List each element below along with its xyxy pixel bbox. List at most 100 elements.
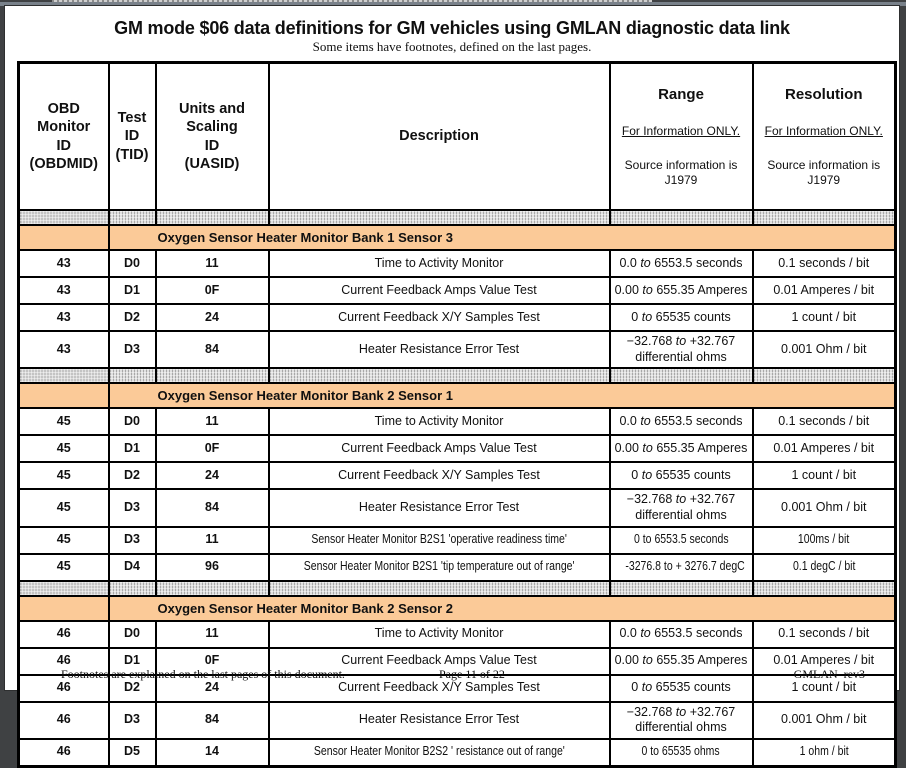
separator-cell bbox=[751, 209, 897, 227]
cell-uasid: 0F bbox=[154, 276, 270, 306]
cell-uasid: 84 bbox=[154, 330, 270, 370]
cell-resolution: 0.01 Amperes / bit bbox=[751, 646, 897, 676]
cell-obdmid: 46 bbox=[17, 700, 110, 740]
cell-description: Sensor Heater Monitor B2S1 'operative re… bbox=[267, 525, 611, 555]
cell-resolution: 0.01 Amperes / bit bbox=[751, 276, 897, 306]
table-row: 43 D0 11 Time to Activity Monitor 0.0 to 655… bbox=[17, 249, 897, 279]
cell-resolution: 0.1 seconds / bit bbox=[751, 407, 897, 437]
table-row: 46 D1 0F Current Feedback Amps Value Test 0.… bbox=[17, 646, 897, 676]
cell-description: Sensor Heater Monitor B2S1 'tip temperat… bbox=[267, 552, 611, 582]
section-header-spacer-cell bbox=[17, 594, 110, 622]
cell-resolution: 0.1 seconds / bit bbox=[751, 619, 897, 649]
separator-cell bbox=[17, 579, 110, 597]
cell-tid: D1 bbox=[107, 434, 157, 464]
separator-cell bbox=[154, 367, 270, 385]
cell-range: 0.0 to 6553.5 seconds bbox=[608, 407, 754, 437]
cell-obdmid: 43 bbox=[17, 249, 110, 279]
cell-range: 0.00 to 655.35 Amperes bbox=[608, 646, 754, 676]
cell-description: Current Feedback Amps Value Test bbox=[267, 646, 611, 676]
col-header-note: For Information ONLY. bbox=[621, 124, 741, 138]
cell-obdmid: 45 bbox=[17, 525, 110, 555]
cell-uasid: 84 bbox=[154, 488, 270, 528]
cell-description: Time to Activity Monitor bbox=[267, 407, 611, 437]
cell-resolution: 0.001 Ohm / bit bbox=[751, 700, 897, 740]
separator-cell bbox=[751, 579, 897, 597]
cell-uasid: 24 bbox=[154, 673, 270, 703]
cell-description: Current Feedback X/Y Samples Test bbox=[267, 303, 611, 333]
separator-cell bbox=[267, 579, 611, 597]
footnote-reference: Footnotes are explained on the last page… bbox=[61, 667, 345, 681]
cell-obdmid: 45 bbox=[17, 488, 110, 528]
separator-row bbox=[17, 209, 897, 227]
separator-cell bbox=[608, 209, 754, 227]
table-row: 45 D2 24 Current Feedback X/Y Samples Test 0… bbox=[17, 461, 897, 491]
col-header-uasid: Units and Scaling ID (UASID) bbox=[154, 61, 270, 212]
section-title: Oxygen Sensor Heater Monitor Bank 1 Sens… bbox=[157, 230, 453, 246]
cell-obdmid: 45 bbox=[17, 434, 110, 464]
cell-range: 0.0 to 6553.5 seconds bbox=[608, 619, 754, 649]
section-header-spacer-cell bbox=[17, 382, 110, 410]
separator-row bbox=[17, 579, 897, 597]
page-separator-line bbox=[0, 2, 906, 6]
cell-tid: D3 bbox=[107, 525, 157, 555]
table-row: 45 D0 11 Time to Activity Monitor 0.0 to 655… bbox=[17, 407, 897, 437]
cell-obdmid: 46 bbox=[17, 737, 110, 768]
cell-resolution: 100ms / bit bbox=[751, 525, 897, 555]
separator-cell bbox=[154, 579, 270, 597]
cell-uasid: 84 bbox=[154, 700, 270, 740]
section-header-cell: Oxygen Sensor Heater Monitor Bank 2 Sens… bbox=[107, 382, 897, 410]
col-header-source: Source information is J1979 bbox=[767, 158, 881, 187]
col-header-description: Description bbox=[267, 61, 611, 212]
page-subtitle: Some items have footnotes, defined on th… bbox=[312, 39, 592, 54]
data-definitions-table: OBD Monitor ID (OBDMID) Test ID (TID) Un… bbox=[17, 61, 897, 768]
separator-cell bbox=[267, 367, 611, 385]
table-row: 45 D4 96 Sensor Heater Monitor B2S1 'tip te… bbox=[17, 552, 897, 582]
cell-tid: D0 bbox=[107, 249, 157, 279]
separator-cell bbox=[107, 579, 157, 597]
cell-obdmid: 46 bbox=[17, 619, 110, 649]
cell-range: 0.0 to 6553.5 seconds bbox=[608, 249, 754, 279]
cell-tid: D3 bbox=[107, 330, 157, 370]
table-row: 46 D0 11 Time to Activity Monitor 0.0 to 655… bbox=[17, 619, 897, 649]
cell-range: −32.768 to +32.767 differential ohms bbox=[608, 700, 754, 740]
cell-description: Sensor Heater Monitor B2S2 ' resistance … bbox=[267, 737, 611, 768]
cell-description: Current Feedback Amps Value Test bbox=[267, 434, 611, 464]
cell-description: Heater Resistance Error Test bbox=[267, 700, 611, 740]
table-row: 46 D3 84 Heater Resistance Error Test −32.76… bbox=[17, 700, 897, 740]
cell-obdmid: 45 bbox=[17, 407, 110, 437]
section-header-row: Oxygen Sensor Heater Monitor Bank 2 Sens… bbox=[17, 382, 897, 410]
col-header-obdmid: OBD Monitor ID (OBDMID) bbox=[17, 61, 110, 212]
cell-tid: D2 bbox=[107, 461, 157, 491]
cell-tid: D2 bbox=[107, 303, 157, 333]
cell-uasid: 11 bbox=[154, 407, 270, 437]
section-header-cell: Oxygen Sensor Heater Monitor Bank 2 Sens… bbox=[107, 594, 897, 622]
cell-range: −32.768 to +32.767 differential ohms bbox=[608, 488, 754, 528]
cell-obdmid: 46 bbox=[17, 673, 110, 703]
cell-obdmid: 43 bbox=[17, 276, 110, 306]
table-row: 45 D3 84 Heater Resistance Error Test −32.76… bbox=[17, 488, 897, 528]
page-footer: Footnotes are explained on the last page… bbox=[5, 667, 899, 685]
cell-resolution: 1 count / bit bbox=[751, 673, 897, 703]
cell-tid: D4 bbox=[107, 552, 157, 582]
col-header-note: For Information ONLY. bbox=[764, 124, 883, 138]
cell-description: Current Feedback X/Y Samples Test bbox=[267, 461, 611, 491]
section-title: Oxygen Sensor Heater Monitor Bank 2 Sens… bbox=[157, 388, 453, 404]
col-header-label: Range bbox=[658, 86, 704, 104]
cell-tid: D3 bbox=[107, 700, 157, 740]
cell-tid: D1 bbox=[107, 646, 157, 676]
cell-resolution: 0.001 Ohm / bit bbox=[751, 330, 897, 370]
document-revision: GMLAN rev3 bbox=[793, 667, 865, 681]
cell-resolution: 1 count / bit bbox=[751, 461, 897, 491]
cell-tid: D0 bbox=[107, 407, 157, 437]
cell-resolution: 1 ohm / bit bbox=[751, 737, 897, 768]
document-page: GM mode $06 data definitions for GM vehi… bbox=[4, 5, 900, 768]
page-number: Page 11 of 22 bbox=[439, 667, 505, 681]
col-header-tid: Test ID (TID) bbox=[107, 61, 157, 212]
section-header-row: Oxygen Sensor Heater Monitor Bank 1 Sens… bbox=[17, 224, 897, 252]
cell-description: Time to Activity Monitor bbox=[267, 249, 611, 279]
separator-cell bbox=[17, 367, 110, 385]
cell-tid: D2 bbox=[107, 673, 157, 703]
page-title: GM mode $06 data definitions for GM vehi… bbox=[114, 18, 790, 38]
cell-description: Heater Resistance Error Test bbox=[267, 330, 611, 370]
